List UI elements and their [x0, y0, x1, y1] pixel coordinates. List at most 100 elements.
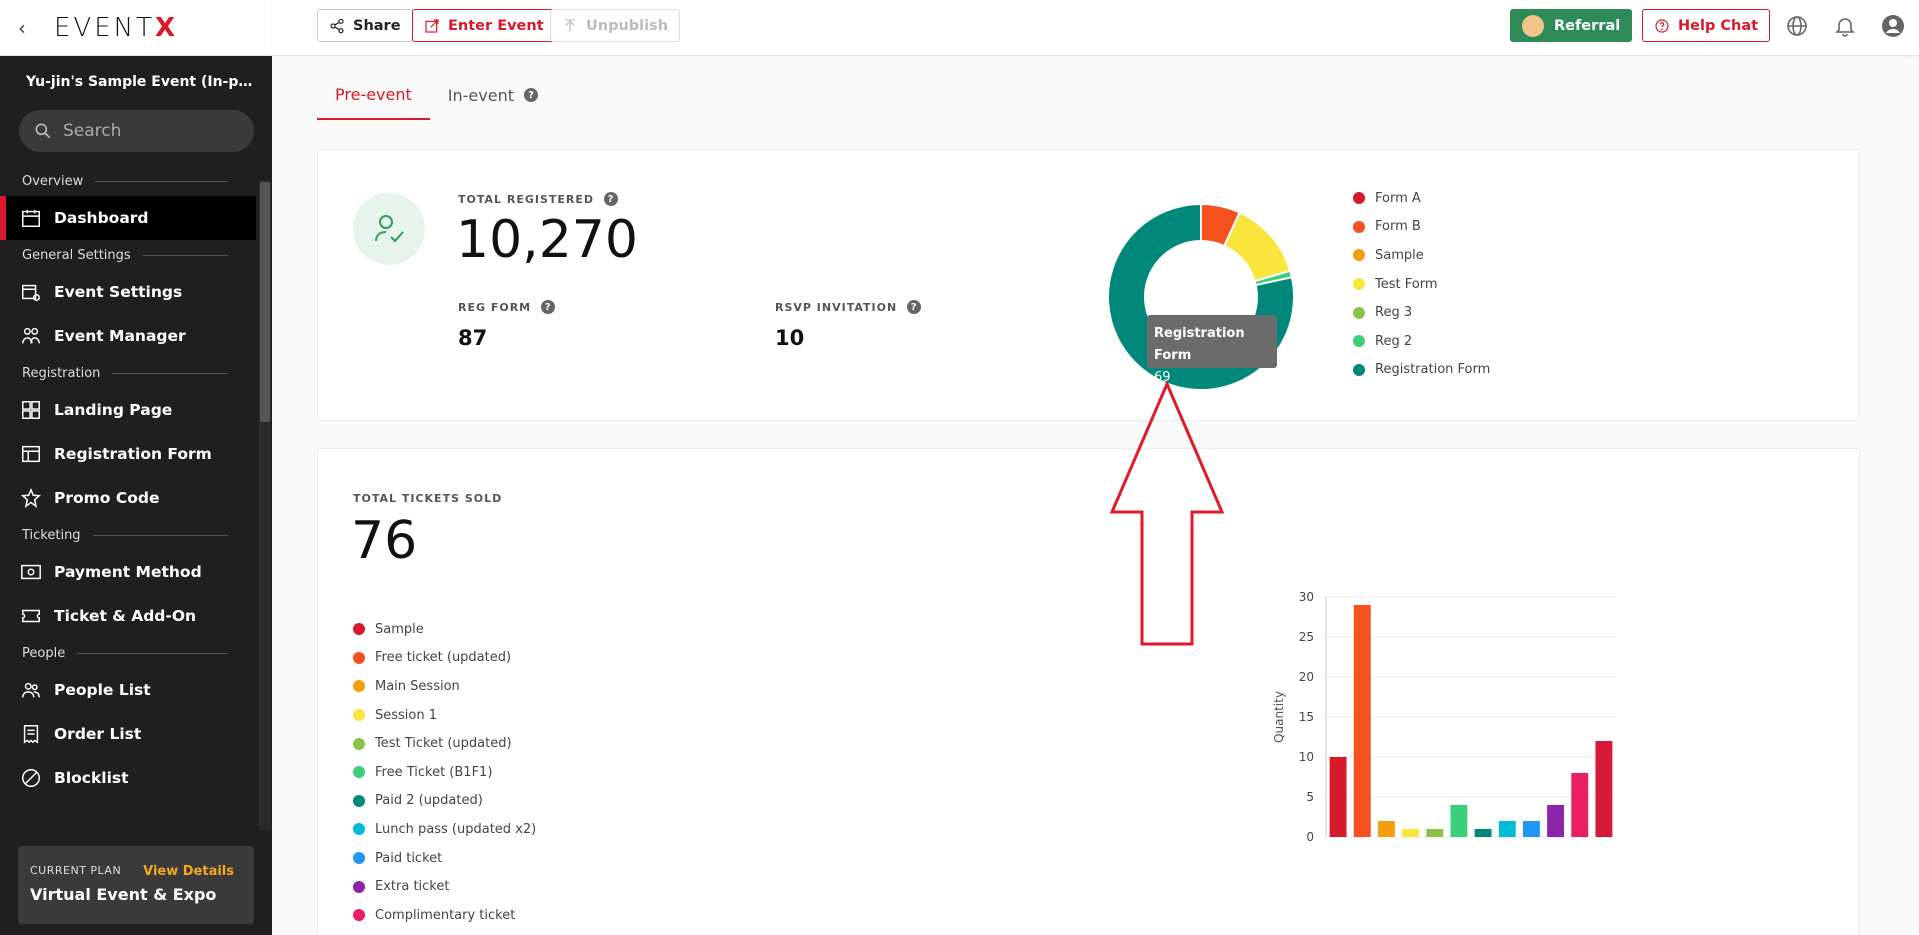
help-icon[interactable]: ? [523, 88, 538, 102]
calendar-icon [22, 209, 40, 227]
legend-item[interactable]: Reg 3 [1353, 298, 1490, 327]
help-icon[interactable]: ? [604, 192, 619, 206]
legend-item[interactable]: Form B [1353, 213, 1490, 242]
layout-icon [22, 401, 40, 419]
sidebar-item-blocklist[interactable]: Blocklist [0, 756, 256, 800]
legend-label: Sample [1375, 247, 1424, 263]
chart-tooltip: Registration Form 69 [1147, 315, 1277, 385]
tickets-bar-chart[interactable]: Quantity 0 5 10 15 20 25 30 [1273, 579, 1673, 849]
legend-label: Reg 3 [1375, 305, 1413, 321]
legend-dot [353, 766, 365, 779]
legend-item[interactable]: Sample [353, 615, 536, 644]
rsvp-invitation-value: 10 [775, 326, 805, 350]
legend-label: Paid 2 (updated) [375, 793, 483, 809]
y-axis-label: Quantity [1273, 691, 1286, 743]
unpublish-button[interactable]: Unpublish [550, 9, 681, 42]
sidebar-item-registration-form[interactable]: Registration Form [0, 432, 256, 476]
legend-dot [353, 909, 365, 922]
search-input[interactable] [63, 121, 243, 141]
sidebar-item-order-list[interactable]: Order List [0, 712, 256, 756]
tickets-legend: Sample Free ticket (updated) Main Session S… [353, 615, 536, 930]
sidebar-item-event-settings[interactable]: Event Settings [0, 270, 256, 314]
bar[interactable] [1377, 821, 1395, 837]
globe-icon[interactable] [1785, 14, 1809, 38]
tooltip-name: Registration Form [1154, 326, 1245, 363]
donut-slice-test-form[interactable] [1222, 211, 1292, 283]
tab-in-event[interactable]: In-event? [430, 70, 556, 120]
legend-label: Test Form [1375, 276, 1438, 292]
sidebar-item-label: Ticket & Add-On [54, 607, 197, 625]
legend-dot [1353, 335, 1365, 348]
legend-item[interactable]: Sample [1353, 241, 1490, 270]
legend-label: Test Ticket (updated) [375, 736, 512, 752]
receipt-icon [23, 725, 39, 744]
sidebar-scroll-thumb[interactable] [260, 182, 270, 422]
bar[interactable] [1595, 741, 1613, 837]
star-icon [20, 487, 42, 508]
legend-item[interactable]: Registration Form [1353, 356, 1490, 385]
total-tickets-value: 76 [351, 511, 418, 571]
bar[interactable] [1353, 605, 1371, 837]
registration-summary-card: TOTAL REGISTERED? 10,270 REG FORM? 87 RS… [317, 149, 1860, 421]
bar[interactable] [1402, 829, 1420, 837]
legend-dot [353, 651, 365, 664]
sidebar-item-dashboard[interactable]: Dashboard [0, 196, 256, 240]
bar[interactable] [1426, 829, 1444, 837]
bar[interactable] [1474, 829, 1492, 837]
tab-bar: Pre-event In-event? [317, 70, 556, 120]
help-chat-button[interactable]: Help Chat [1642, 9, 1771, 42]
legend-item[interactable]: Free ticket (updated) [353, 644, 536, 673]
legend-item[interactable]: Paid ticket [353, 844, 536, 873]
share-button[interactable]: Share [317, 9, 413, 42]
legend-item[interactable]: Extra ticket [353, 872, 536, 901]
bar[interactable] [1571, 773, 1589, 837]
legend-item[interactable]: Form A [1353, 184, 1490, 213]
up-arrow-annotation [1109, 382, 1225, 646]
account-icon[interactable] [1881, 14, 1905, 38]
tab-pre-event[interactable]: Pre-event [317, 70, 430, 120]
referral-button[interactable]: Referral [1510, 9, 1633, 42]
sidebar-item-ticket-addon[interactable]: Ticket & Add-On [0, 594, 256, 638]
help-icon[interactable]: ? [907, 300, 922, 314]
sidebar-item-people-list[interactable]: People List [0, 668, 256, 712]
view-details-link[interactable]: View Details [143, 864, 234, 879]
sidebar-nav: Overview Dashboard General Settings Even… [0, 166, 256, 800]
bell-icon[interactable] [1833, 14, 1857, 38]
legend-label: Extra ticket [375, 879, 450, 895]
total-registered-value: 10,270 [456, 210, 638, 270]
legend-item[interactable]: Session 1 [353, 701, 536, 730]
sidebar-item-event-manager[interactable]: Event Manager [0, 314, 256, 358]
legend-dot [1353, 363, 1365, 376]
legend-label: Paid ticket [375, 850, 443, 866]
legend-dot [1353, 192, 1365, 205]
legend-label: Complimentary ticket [375, 907, 516, 923]
sidebar-item-label: Blocklist [54, 769, 129, 787]
legend-dot [353, 680, 365, 693]
bar[interactable] [1547, 805, 1565, 837]
upload-icon [565, 18, 575, 31]
back-button[interactable]: ‹ [18, 15, 26, 40]
y-tick-label: 0 [1306, 830, 1314, 844]
legend-item[interactable]: Reg 2 [1353, 327, 1490, 356]
legend-item[interactable]: Main Session [353, 672, 536, 701]
legend-item[interactable]: Lunch pass (updated x2) [353, 815, 536, 844]
legend-item[interactable]: Test Ticket (updated) [353, 729, 536, 758]
legend-dot [353, 709, 365, 722]
help-icon[interactable]: ? [541, 300, 556, 314]
legend-item[interactable]: Complimentary ticket [353, 901, 536, 930]
bar[interactable] [1450, 805, 1468, 837]
bar[interactable] [1498, 821, 1516, 837]
enter-event-button[interactable]: Enter Event [412, 9, 556, 42]
total-tickets-label: TOTAL TICKETS SOLD [353, 492, 503, 505]
bar[interactable] [1329, 757, 1347, 837]
bar[interactable] [1522, 821, 1540, 837]
legend-item[interactable]: Free Ticket (B1F1) [353, 758, 536, 787]
sidebar-item-promo-code[interactable]: Promo Code [0, 476, 256, 520]
legend-label: Lunch pass (updated x2) [375, 821, 537, 837]
search-box[interactable] [19, 110, 254, 152]
legend-label: Registration Form [1375, 362, 1491, 378]
sidebar-item-payment-method[interactable]: Payment Method [0, 550, 256, 594]
legend-item[interactable]: Paid 2 (updated) [353, 787, 536, 816]
legend-item[interactable]: Test Form [1353, 270, 1490, 299]
sidebar-item-landing-page[interactable]: Landing Page [0, 388, 256, 432]
